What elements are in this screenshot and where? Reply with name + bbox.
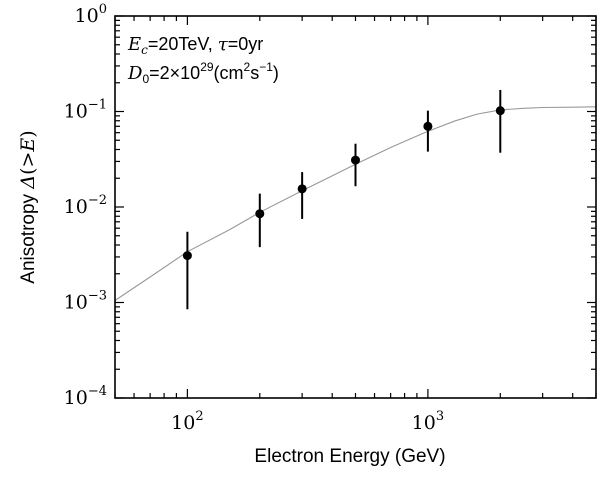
- y-tick-label: 10−4: [64, 384, 107, 409]
- annotation-unit-exp1: 2: [244, 60, 251, 74]
- y-axis-label-var: E: [17, 138, 39, 153]
- annotation-d0-value: =2×10: [149, 63, 200, 83]
- annotation-ec-sub: c: [141, 43, 148, 57]
- model-curve: [114, 106, 597, 301]
- y-axis-label-text: Anisotropy: [18, 193, 39, 283]
- annotation-tau-symbol: τ: [218, 34, 229, 55]
- y-tick-label: 10−1: [64, 98, 107, 123]
- data-point: [255, 209, 265, 219]
- y-axis-label-close: ): [17, 130, 39, 137]
- data-point: [423, 121, 433, 131]
- x-tick-label: 102: [171, 409, 203, 434]
- x-axis-label: Electron Energy (GeV): [254, 446, 445, 467]
- model-curve-layer: [114, 106, 597, 301]
- data-point: [495, 106, 505, 116]
- annotation-unit-exp2: −1: [259, 60, 273, 74]
- plot-frame: [114, 15, 597, 399]
- annotation-line-1: Ec=20TeV, τ=0yr: [127, 34, 263, 57]
- annotation-line-2: D0=2×1029(cm2s−1): [127, 60, 279, 86]
- annotation-d0-sub: 0: [142, 72, 149, 86]
- annotation-ec-value: =20TeV,: [148, 34, 218, 54]
- data-point: [182, 251, 192, 261]
- annotation-d0-var: D: [127, 63, 143, 84]
- annotation-tau-value: =0yr: [228, 34, 264, 54]
- x-tick-labels: 102 103: [171, 409, 444, 434]
- x-tick-label: 103: [412, 409, 444, 434]
- annotation-unit-s: s: [250, 63, 259, 83]
- data-points-layer: [182, 89, 505, 310]
- data-point: [297, 184, 307, 194]
- y-tick-label: 10−3: [64, 289, 107, 314]
- y-tick-label: 100: [75, 2, 107, 27]
- y-axis-label: Anisotropy Δ(>E): [17, 130, 39, 283]
- y-tick-label: 10−2: [64, 193, 107, 218]
- annotation-unit-open: (cm: [214, 63, 244, 83]
- y-tick-labels: 100 10−1 10−2 10−3 10−4: [64, 2, 107, 409]
- annotation-ec-var: E: [127, 34, 141, 55]
- annotation-unit-close: ): [273, 63, 279, 83]
- data-point: [351, 155, 360, 165]
- y-axis-label-arg: (>: [17, 152, 39, 175]
- y-axis-label-symbol: Δ: [17, 175, 39, 190]
- annotation-d0-exp: 29: [200, 60, 214, 74]
